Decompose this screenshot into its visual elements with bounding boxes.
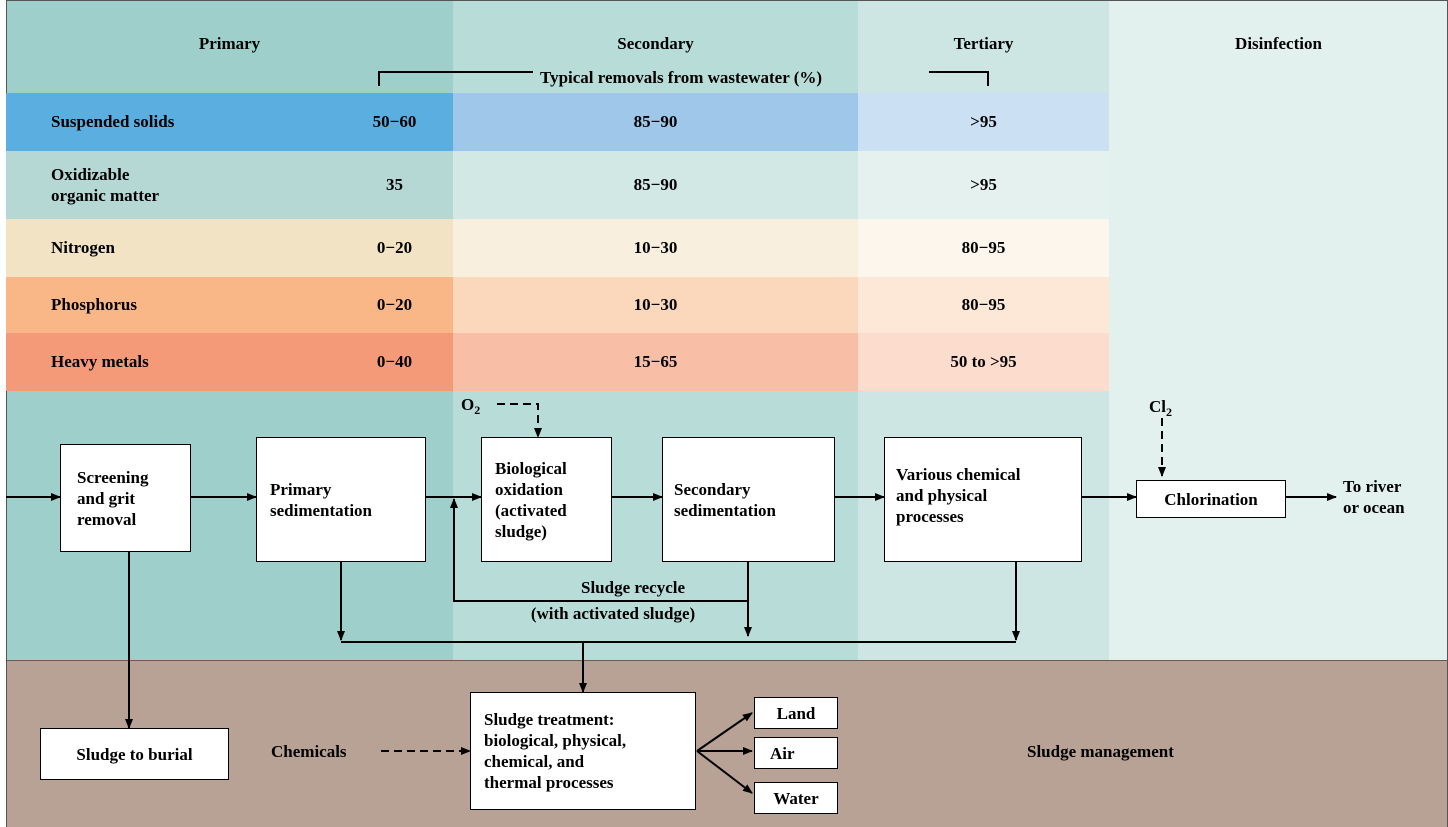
row-label-suspended-solids: Suspended solids <box>6 93 381 151</box>
arrow-to-land <box>696 712 753 752</box>
row-label-line: organic matter <box>51 186 160 205</box>
land-box: Land <box>754 697 838 729</box>
text-line: To river <box>1343 477 1402 496</box>
box-text-line: (activated <box>495 500 567 520</box>
to-river-label: To river or ocean <box>1343 476 1405 518</box>
cl2-label: Cl2 <box>1149 396 1172 423</box>
row-label-nitrogen: Nitrogen <box>6 219 381 277</box>
primary-value: 50−60 <box>336 93 453 151</box>
primary-sedimentation-box: Primary sedimentation <box>256 437 426 562</box>
box-text-line: Secondary <box>674 479 751 499</box>
sludge-burial-box: Sludge to burial <box>40 728 229 780</box>
tertiary-value: >95 <box>858 93 1109 151</box>
chlorination-box: Chlorination <box>1136 480 1286 518</box>
removals-bracket-left <box>378 71 533 86</box>
arrow-to-water <box>696 750 753 794</box>
row-label-heavy-metals: Heavy metals <box>6 333 381 391</box>
secondary-sedimentation-box: Secondary sedimentation <box>662 437 835 562</box>
tertiary-value: 50 to >95 <box>858 333 1109 391</box>
text-line: Sludge recycle <box>580 578 686 597</box>
water-box: Water <box>754 782 838 814</box>
o2-symbol: O <box>461 395 475 414</box>
sludge-management-label: Sludge management <box>1027 742 1174 761</box>
sludge-treatment-box: Sludge treatment: biological, physical, ch… <box>470 692 696 810</box>
chlorination-label: Chlorination <box>1164 489 1258 509</box>
row-label-oxidizable-organic-matter: Oxidizable organic matter <box>6 151 381 219</box>
box-text-line: removal <box>77 509 137 529</box>
secondary-value: 15−65 <box>453 333 858 391</box>
stage-header-tertiary: Tertiary <box>953 34 1014 53</box>
removals-bracket-right <box>929 71 989 86</box>
sludge-recycle-arrow <box>450 498 748 602</box>
removals-title: Typical removals from wastewater (%) <box>540 68 823 87</box>
box-text-line: biological, physical, <box>484 731 627 750</box>
box-text-line: processes <box>896 507 964 526</box>
text-line: or ocean <box>1343 498 1405 517</box>
land-label: Land <box>776 703 816 723</box>
box-text-line: and grit <box>77 488 136 508</box>
sludge-management-band <box>6 660 1448 827</box>
tertiary-value: 80−95 <box>858 277 1109 333</box>
primary-value: 0−20 <box>336 219 453 277</box>
box-text-line: Various chemical <box>896 465 1021 484</box>
stage-header-secondary: Secondary <box>617 34 694 53</box>
stage-header-primary: Primary <box>198 34 261 53</box>
secondary-value: 85−90 <box>453 93 858 151</box>
secondary-value: 10−30 <box>453 219 858 277</box>
biological-oxidation-box: Biological oxidation (activated sludge) <box>481 437 612 562</box>
primary-value: 0−20 <box>336 277 453 333</box>
stage-header-disinfection: Disinfection <box>1235 34 1322 53</box>
secondary-value: 10−30 <box>453 277 858 333</box>
primary-value: 35 <box>336 151 453 219</box>
sludge-recycle-label: Sludge recycle (with activated sludge) <box>480 577 746 624</box>
box-text-line: thermal processes <box>484 773 614 792</box>
cl2-subscript: 2 <box>1166 405 1172 419</box>
o2-subscript: 2 <box>474 403 481 417</box>
box-text-line: Biological <box>495 458 567 478</box>
box-text-line: sedimentation <box>674 500 776 520</box>
text-line: (with activated sludge) <box>530 604 696 623</box>
o2-dashed-arrow <box>497 403 542 438</box>
chemicals-label: Chemicals <box>271 742 347 761</box>
secondary-value: 85−90 <box>453 151 858 219</box>
box-text-line: Screening <box>77 467 149 487</box>
air-box: Air <box>754 737 838 769</box>
o2-label: O2 <box>461 394 480 421</box>
various-processes-box: Various chemical and physical processes <box>884 437 1082 562</box>
air-label: Air <box>770 743 795 763</box>
row-label-line: Oxidizable <box>51 165 130 184</box>
box-text-line: chemical, and <box>484 752 585 771</box>
tertiary-value: 80−95 <box>858 219 1109 277</box>
screening-box: Screening and grit removal <box>60 444 191 552</box>
box-text-line: and physical <box>896 486 988 505</box>
sludge-burial-label: Sludge to burial <box>76 744 193 764</box>
box-text-line: Primary <box>270 479 332 499</box>
box-text-line: sludge) <box>495 521 547 541</box>
box-text-line: oxidation <box>495 479 564 499</box>
row-label-phosphorus: Phosphorus <box>6 277 381 333</box>
cl2-symbol: Cl <box>1149 397 1166 416</box>
primary-value: 0−40 <box>336 333 453 391</box>
tertiary-value: >95 <box>858 151 1109 219</box>
box-text-line: Sludge treatment: <box>484 710 615 729</box>
water-label: Water <box>773 788 819 808</box>
box-text-line: sedimentation <box>270 500 372 520</box>
